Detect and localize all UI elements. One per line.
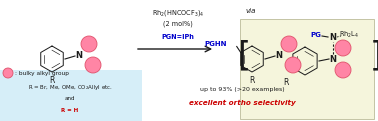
Text: via: via [246, 8, 256, 14]
Text: N: N [76, 52, 82, 60]
Text: Rh$_2$L$_4$: Rh$_2$L$_4$ [339, 30, 359, 40]
Text: [: [ [237, 39, 251, 72]
Text: ]: ] [370, 39, 378, 72]
Text: up to 93% (>20 examples): up to 93% (>20 examples) [200, 87, 284, 91]
Circle shape [335, 62, 351, 78]
Text: R: R [284, 78, 289, 87]
Text: R = H: R = H [61, 107, 79, 113]
Text: and: and [65, 97, 75, 102]
Circle shape [3, 68, 13, 78]
Text: (2 mol%): (2 mol%) [163, 21, 193, 27]
Text: N: N [330, 54, 336, 64]
Text: Rh$_2$(HNCOCF$_3$)$_4$: Rh$_2$(HNCOCF$_3$)$_4$ [152, 8, 204, 18]
Text: PG: PG [310, 32, 321, 38]
Circle shape [81, 36, 97, 52]
Bar [0, 70, 142, 121]
Circle shape [285, 57, 301, 73]
Circle shape [85, 57, 101, 73]
Text: N: N [276, 52, 282, 60]
Circle shape [335, 40, 351, 56]
Bar [240, 19, 374, 119]
Text: PGHN: PGHN [204, 42, 227, 48]
Text: : bulky alkyl group: : bulky alkyl group [15, 71, 69, 76]
Text: N: N [330, 33, 336, 42]
Circle shape [281, 36, 297, 52]
Text: PGN=IPh: PGN=IPh [161, 34, 194, 40]
Text: excellent ortho selectivity: excellent ortho selectivity [189, 100, 295, 106]
Text: R: R [249, 76, 255, 85]
Text: R = Br, Me, OMe, CO$_2$Allyl etc.: R = Br, Me, OMe, CO$_2$Allyl etc. [28, 83, 113, 92]
Text: R: R [49, 76, 55, 85]
